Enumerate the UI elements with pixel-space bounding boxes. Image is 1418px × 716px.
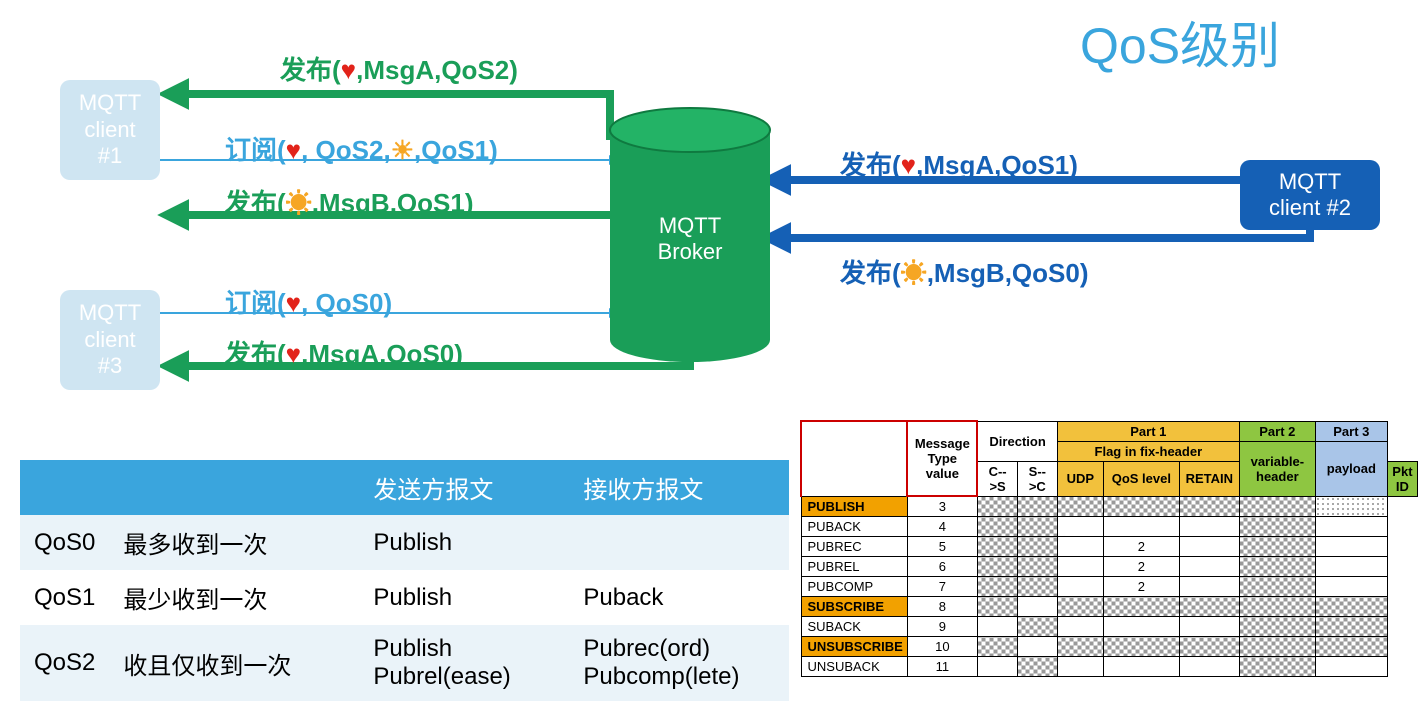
- edge-label-e6: 发布(♥,MsgA,QoS1): [840, 145, 1078, 182]
- edge-label-e4: 订阅(♥, QoS0): [225, 283, 392, 320]
- qos-header: [109, 460, 359, 515]
- heart-icon: ♥: [286, 135, 301, 165]
- broker-label: MQTTBroker: [610, 213, 770, 265]
- sun-icon: ☀: [901, 258, 927, 288]
- table-row: UNSUBSCRIBE10: [801, 637, 1418, 657]
- edge-label-e2: 订阅(♥, QoS2,☀,QoS1): [225, 130, 498, 167]
- node-c3: MQTTclient#3: [60, 290, 160, 390]
- sun-icon: ☀: [286, 188, 312, 218]
- table-row: PUBLISH3: [801, 496, 1418, 517]
- qos-table: 发送方报文接收方报文QoS0最多收到一次PublishQoS1最少收到一次Pub…: [20, 460, 789, 701]
- table-row: PUBREL62: [801, 557, 1418, 577]
- table-row: QoS1最少收到一次PublishPuback: [20, 570, 789, 625]
- qos-header: 接收方报文: [569, 460, 789, 515]
- edge-label-e7: 发布(☀,MsgB,QoS0): [840, 253, 1088, 290]
- node-c1: MQTTclient#1: [60, 80, 160, 180]
- qos-header: [20, 460, 109, 515]
- edge-label-e1: 发布(♥,MsgA,QoS2): [280, 50, 518, 87]
- heart-icon: ♥: [901, 150, 916, 180]
- heart-icon: ♥: [286, 339, 301, 369]
- table-row: QoS0最多收到一次Publish: [20, 515, 789, 570]
- table-row: SUBSCRIBE8: [801, 597, 1418, 617]
- qos-header: 发送方报文: [359, 460, 569, 515]
- heart-icon: ♥: [341, 55, 356, 85]
- table-row: QoS2收且仅收到一次PublishPubrel(ease)Pubrec(ord…: [20, 625, 789, 701]
- edge-label-e5: 发布(♥,MsgA,QoS0): [225, 334, 463, 371]
- page-title: QoS级别: [1080, 6, 1280, 78]
- tech-table: MessageTypevalueDirectionPart 1Part 2Par…: [800, 420, 1418, 677]
- heart-icon: ♥: [286, 288, 301, 318]
- table-row: UNSUBACK11: [801, 657, 1418, 677]
- table-row: PUBACK4: [801, 517, 1418, 537]
- table-row: PUBCOMP72: [801, 577, 1418, 597]
- sun-icon: ☀: [391, 135, 414, 165]
- table-row: PUBREC52: [801, 537, 1418, 557]
- node-c2: MQTTclient #2: [1240, 160, 1380, 230]
- edge-label-e3: 发布(☀,MsgB,QoS1): [225, 183, 473, 220]
- table-row: SUBACK9: [801, 617, 1418, 637]
